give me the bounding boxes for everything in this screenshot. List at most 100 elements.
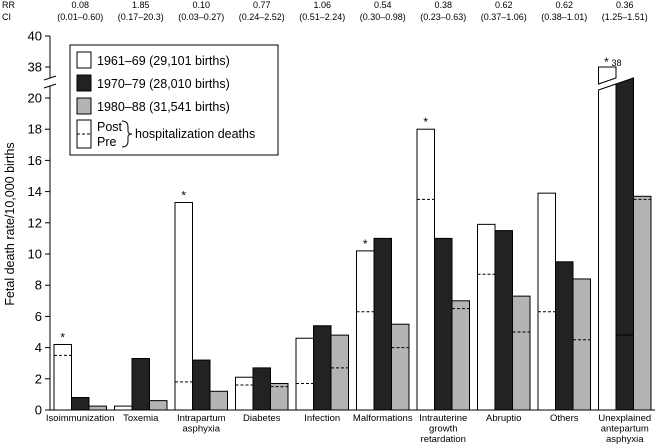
bar <box>235 376 254 411</box>
ci-value: (0.37–1.06) <box>481 12 527 22</box>
bar <box>88 405 107 411</box>
y-tick-label: 18 <box>28 122 42 137</box>
ci-value: (0.23–0.63) <box>420 12 466 22</box>
rr-ci-header: RR CI <box>2 0 15 22</box>
y-tick-label: 12 <box>28 215 42 230</box>
bars: ***** 38 <box>53 55 652 411</box>
category-label: asphyxia <box>183 424 221 435</box>
y-tick-label: 4 <box>35 340 42 355</box>
rr-value: 0.62 <box>495 0 513 10</box>
y-axis-label: Fetal death rate/10,000 births <box>3 142 17 305</box>
bar-top-segment <box>598 66 617 85</box>
y-tick-label: 10 <box>28 247 42 262</box>
ci-value: (0.30–0.98) <box>360 12 406 22</box>
bar <box>356 250 375 411</box>
y-tick-label: 6 <box>35 309 42 324</box>
bar <box>149 400 168 411</box>
rr-value: 0.77 <box>253 0 271 10</box>
category-label: Intrauterine <box>419 413 467 424</box>
bar <box>416 128 435 411</box>
legend-brace <box>121 120 133 148</box>
significance-star: * <box>181 189 186 203</box>
significance-star: * <box>423 115 428 129</box>
legend-box <box>69 44 279 156</box>
bar <box>373 237 392 411</box>
legend-swatch-1970 <box>76 74 92 92</box>
bar <box>451 300 470 411</box>
y-tick-label: 14 <box>28 184 42 199</box>
category-label: Intrapartum <box>177 413 226 424</box>
category-label: retardation <box>421 434 466 445</box>
ci-label: CI <box>2 12 11 22</box>
y-axis: 0 2 4 6 8 10 12 14 16 18 20 38 40 <box>28 29 655 418</box>
bar <box>555 261 574 411</box>
rr-value: 0.36 <box>616 0 634 10</box>
bar <box>330 334 349 411</box>
bar <box>391 323 410 411</box>
category-label: Isoimmunization <box>46 413 115 424</box>
category-label: Malformations <box>353 413 413 424</box>
ci-value: (0.51–2.24) <box>299 12 345 22</box>
bar <box>313 325 332 411</box>
rr-value: 1.85 <box>132 0 150 10</box>
significance-star: * <box>604 55 609 69</box>
category-label: Others <box>550 413 579 424</box>
bar <box>53 343 72 411</box>
bar <box>295 337 314 411</box>
ci-value: (0.17–20.3) <box>118 12 164 22</box>
category-label: growth <box>429 424 458 435</box>
y-tick-label: 16 <box>28 153 42 168</box>
bar <box>270 382 289 411</box>
bar-annotation: 38 <box>612 58 622 68</box>
y-tick-label: 2 <box>35 371 42 386</box>
legend-swatch-1980 <box>76 97 92 115</box>
y-axis-break-mark <box>43 83 57 89</box>
bar <box>434 237 453 411</box>
bar <box>512 295 531 411</box>
y-axis-break-mark <box>43 75 57 81</box>
bar <box>537 192 556 411</box>
bar-top-segment <box>615 77 634 336</box>
rr-value: 0.62 <box>555 0 573 10</box>
significance-star: * <box>363 237 368 251</box>
legend-swatch-1961 <box>76 51 92 69</box>
category-label: Unexplained <box>598 413 651 424</box>
y-tick-label: 0 <box>35 403 42 418</box>
rr-label: RR <box>2 0 15 10</box>
significance-star: * <box>60 330 65 344</box>
ci-value: (0.03–0.27) <box>178 12 224 22</box>
ci-value: (0.24–2.52) <box>239 12 285 22</box>
rr-value: 0.10 <box>192 0 210 10</box>
bar <box>174 202 193 411</box>
legend-label-1961: 1961–69 (29,101 births) <box>97 54 230 68</box>
category-label: Infection <box>304 413 340 424</box>
legend-label-post: Post <box>97 120 123 134</box>
bar <box>633 195 652 411</box>
rr-value: 0.54 <box>374 0 392 10</box>
category-labels: Isoimmunization Toxemia Intrapartumasphyxi… <box>46 413 651 445</box>
bar <box>192 359 211 411</box>
bar <box>209 390 228 411</box>
bar <box>131 358 150 411</box>
ci-value: (0.01–0.60) <box>57 12 103 22</box>
category-label: Abruptio <box>486 413 521 424</box>
category-label: Diabetes <box>243 413 281 424</box>
y-tick-label: 8 <box>35 278 42 293</box>
legend-label-1970: 1970–79 (28,010 births) <box>97 77 230 91</box>
bar <box>477 223 496 411</box>
category-label: antepartum <box>601 424 649 435</box>
category-label: Toxemia <box>123 413 159 424</box>
bar <box>114 405 133 411</box>
category-label: asphyxia <box>606 434 644 445</box>
ci-value: (0.38–1.01) <box>541 12 587 22</box>
bar <box>598 83 617 411</box>
legend-label-hospitalization: hospitalization deaths <box>135 127 255 141</box>
bar <box>494 230 513 411</box>
rr-value: 1.06 <box>313 0 331 10</box>
bar <box>572 278 591 411</box>
y-tick-label: 20 <box>28 91 42 106</box>
legend-label-1980: 1980–88 (31,541 births) <box>97 100 230 114</box>
y-tick-label: 38 <box>28 60 42 75</box>
ci-value: (1.25–1.51) <box>602 12 648 22</box>
